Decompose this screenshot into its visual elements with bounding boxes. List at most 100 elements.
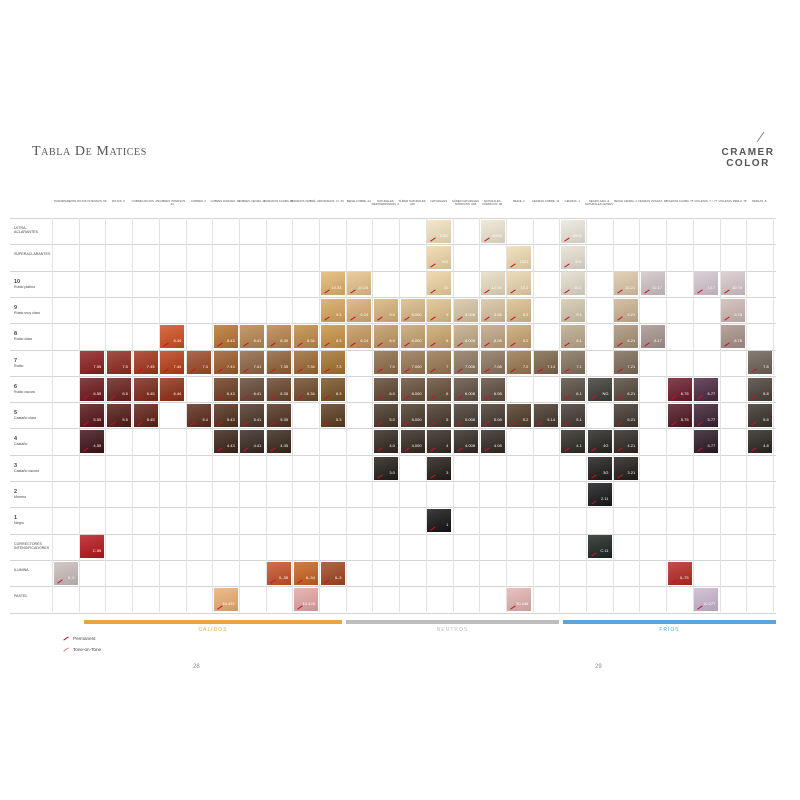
row-label-sub: Rubio claro [14,337,33,342]
grid-row-divider [10,296,776,298]
shade-swatch: 10.7 [694,272,719,296]
shade-swatch: 7.55 [80,351,105,375]
column-header: ROJOS .5 [112,199,125,203]
grid-column-divider [105,218,107,612]
shade-code: 5.3 [335,416,342,422]
row-label-num: 6 [14,383,18,390]
row-label: 5 Castaño claro [14,410,50,420]
permanent-marker-icon [377,394,383,400]
shade-code: 4.55 [93,443,102,449]
permanent-marker-icon [564,342,570,347]
grid-row-divider [10,349,776,351]
row-label-label: SUPERACLARANTES [14,252,51,257]
permanent-marker-icon [297,342,303,347]
shade-code: 3 [446,469,449,475]
legend-permanent-label: Permanent [73,636,96,641]
tone-on-tone-marker-icon [63,647,69,652]
shade-code: IL.3 [334,574,342,580]
row-label: 4 Castaño [14,436,50,446]
grid-column-divider [586,218,587,612]
shade-swatch: IL.75 [667,561,692,585]
shade-swatch: 7.08 [480,351,505,375]
shade-code: 10.78 [731,285,742,291]
band-label-calidos: CÁLIDOS [198,627,228,633]
permanent-marker-icon [403,447,410,452]
shade-code: 901 [575,259,582,265]
grid-column-divider [746,218,748,612]
permanent-marker-icon [724,289,730,295]
shade-swatch: 9.000 [400,298,425,322]
shade-swatch: IL.3 [320,561,345,585]
shade-swatch: 5.0 [373,403,398,427]
shade-swatch: 6.1 [560,377,585,401]
shade-code: C.55 [92,548,102,554]
column-header: COBRES DORADO .43 [210,199,240,203]
shade-swatch: 10.437 [213,588,238,611]
permanent-marker-icon [350,342,356,347]
shade-code: 10.437 [222,601,235,606]
legend-permanent: Permanent [63,636,95,641]
shade-swatch: 8.000 [400,325,425,348]
permanent-marker-icon [617,394,623,400]
column-header: VIOLETAS .7 / .77 [694,199,718,203]
shade-swatch: 8.44 [160,325,185,348]
shade-code: 10.428 [302,601,315,606]
shade-swatch: 6.75 [667,377,692,401]
grid-row-divider [10,244,776,246]
shade-code: 10.08 [491,285,502,291]
shade-code: 5.35 [280,416,289,422]
shade-swatch: 7.8 [747,351,772,375]
shade-code: 8.0 [389,338,395,343]
shade-swatch: 8.1 [560,325,585,348]
shade-code: 5.45 [146,416,155,422]
shade-code: 6.55 [93,390,102,396]
shade-swatch: 6.55 [80,377,105,401]
shade-code: 7.2 [522,364,529,370]
grid-column-divider [132,218,134,612]
shade-swatch: 8.24 [347,325,372,348]
grid-column-divider [292,218,294,612]
row-label: 3 Castaño oscuro [14,463,50,473]
shade-swatch: 5.000 [400,403,425,427]
shade-code: 6.45 [146,390,155,396]
shade-code: 3.0 [389,469,395,475]
shade-code: 10.21 [625,285,636,291]
shade-swatch: 7.2 [507,351,532,375]
permanent-marker-icon [590,500,597,505]
shade-code: 5.55 [93,416,102,422]
shade-swatch: 3.0 [373,456,398,480]
shade-swatch: 6.21 [614,377,639,401]
permanent-marker-icon [216,421,223,426]
shade-swatch: 6.3 [320,377,345,401]
shade-swatch: 1002 [507,246,532,270]
brand-line-2: COLOR [726,158,770,169]
grid-column-divider [265,218,267,612]
shade-code: 7.14 [547,364,556,370]
shade-code: 10.1 [574,285,582,291]
shade-swatch: 6.34 [293,377,318,401]
shade-code: 8.21 [627,338,636,343]
shade-swatch: NG [587,377,612,401]
permanent-marker-icon [537,421,543,426]
shade-code: 1 [446,522,449,528]
shade-swatch: 6.8 [747,377,772,401]
grid-row-divider [10,428,776,430]
permanent-marker-icon [617,421,623,426]
row-label-label: CORRECTORES INTENSIFICADORES [14,541,50,550]
row-label: 9 Rubio muy claro [14,305,50,315]
permanent-marker-icon [83,368,89,373]
row-label-num: 7 [14,357,18,364]
row-label-num: 2 [14,489,18,495]
row-label: 2 Moreno [14,489,50,499]
shade-code: 8.44 [173,338,182,343]
permanent-marker-icon [350,316,356,321]
grid-column-divider [719,218,721,612]
grid-row-divider [10,218,776,219]
shade-code: 10.17 [651,285,662,291]
permanent-marker-icon [83,394,89,400]
shade-swatch: 5.55 [80,403,105,427]
shade-swatch: 5.35 [267,403,292,427]
shade-code: 900 [441,259,449,265]
page-number-right: 29 [595,664,602,670]
permanent-marker-icon [83,552,89,558]
